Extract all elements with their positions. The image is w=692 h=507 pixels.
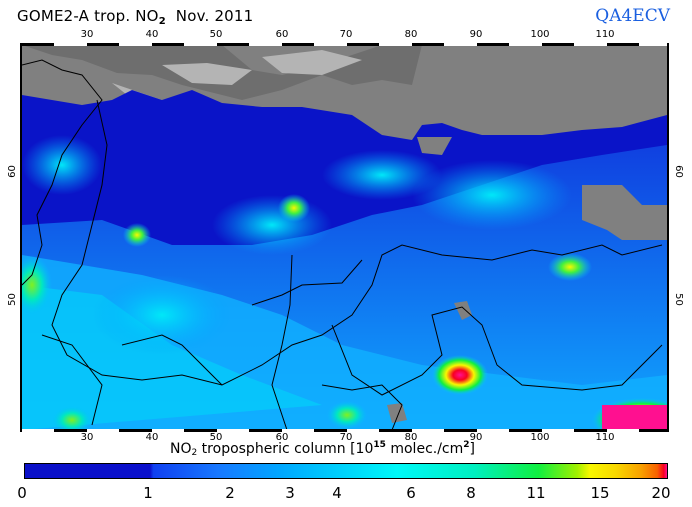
map-title: GOME2-A trop. NO2 Nov. 2011 [17, 7, 253, 27]
colorbar-tick: 6 [406, 484, 416, 502]
x-tick-bottom: 60 [275, 432, 289, 443]
colorbar-tick: 1 [143, 484, 153, 502]
x-tick-top: 70 [339, 29, 353, 40]
colorbar [24, 463, 668, 479]
x-tick-top: 100 [530, 29, 550, 40]
x-tick-top: 110 [595, 29, 615, 40]
bottom-graticule-bar [22, 429, 667, 432]
title-date: Nov. 2011 [175, 7, 254, 25]
no2-map [20, 43, 669, 432]
top-graticule-bar [22, 43, 667, 46]
label-exponent: 2 [463, 440, 470, 450]
colorbar-tick: 0 [17, 484, 27, 502]
y-tick-right: 50 [672, 293, 684, 306]
colorbar-tick: 2 [225, 484, 235, 502]
y-tick-left: 50 [6, 293, 18, 306]
x-tick-top: 90 [469, 29, 483, 40]
label-exponent: 15 [373, 440, 386, 450]
y-tick-left: 60 [6, 165, 18, 178]
title-text: GOME2-A trop. NO [17, 7, 159, 25]
title-subscript: 2 [158, 16, 166, 27]
x-tick-bottom: 50 [209, 432, 223, 443]
label-text: molec./cm [385, 441, 464, 457]
colorbar-tick: 4 [332, 484, 342, 502]
x-tick-bottom: 100 [530, 432, 550, 443]
x-tick-bottom: 80 [404, 432, 418, 443]
colorbar-tick: 8 [466, 484, 476, 502]
label-text: NO [170, 441, 192, 457]
label-text: ] [469, 441, 475, 457]
label-subscript: 2 [191, 448, 198, 458]
x-tick-top: 80 [404, 29, 418, 40]
x-tick-top: 50 [209, 29, 223, 40]
x-tick-top: 40 [145, 29, 159, 40]
colorbar-tick: 3 [285, 484, 295, 502]
x-tick-bottom: 70 [339, 432, 353, 443]
x-tick-bottom: 40 [145, 432, 159, 443]
hotspot-tashkent [327, 401, 367, 429]
colorbar-tick: 11 [526, 484, 546, 502]
hotspot-ural [278, 194, 310, 222]
label-text: tropospheric column [10 [197, 441, 374, 457]
x-tick-bottom: 110 [595, 432, 615, 443]
x-tick-bottom: 90 [469, 432, 483, 443]
map-canvas [22, 45, 667, 430]
y-tick-right: 60 [672, 165, 684, 178]
brand-label: QA4ECV [595, 6, 670, 26]
hotspot-urumqi [432, 355, 488, 395]
colorbar-tick: 15 [590, 484, 610, 502]
colorbar-tick: 20 [651, 484, 671, 502]
x-tick-top: 60 [275, 29, 289, 40]
colorbar-label: NO2 tropospheric column [1015 molec./cm2… [170, 440, 475, 458]
x-tick-top: 30 [80, 29, 94, 40]
hotspot-krasnoyarsk [548, 253, 592, 281]
x-tick-bottom: 30 [80, 432, 94, 443]
hotspot-moscow [123, 223, 151, 247]
